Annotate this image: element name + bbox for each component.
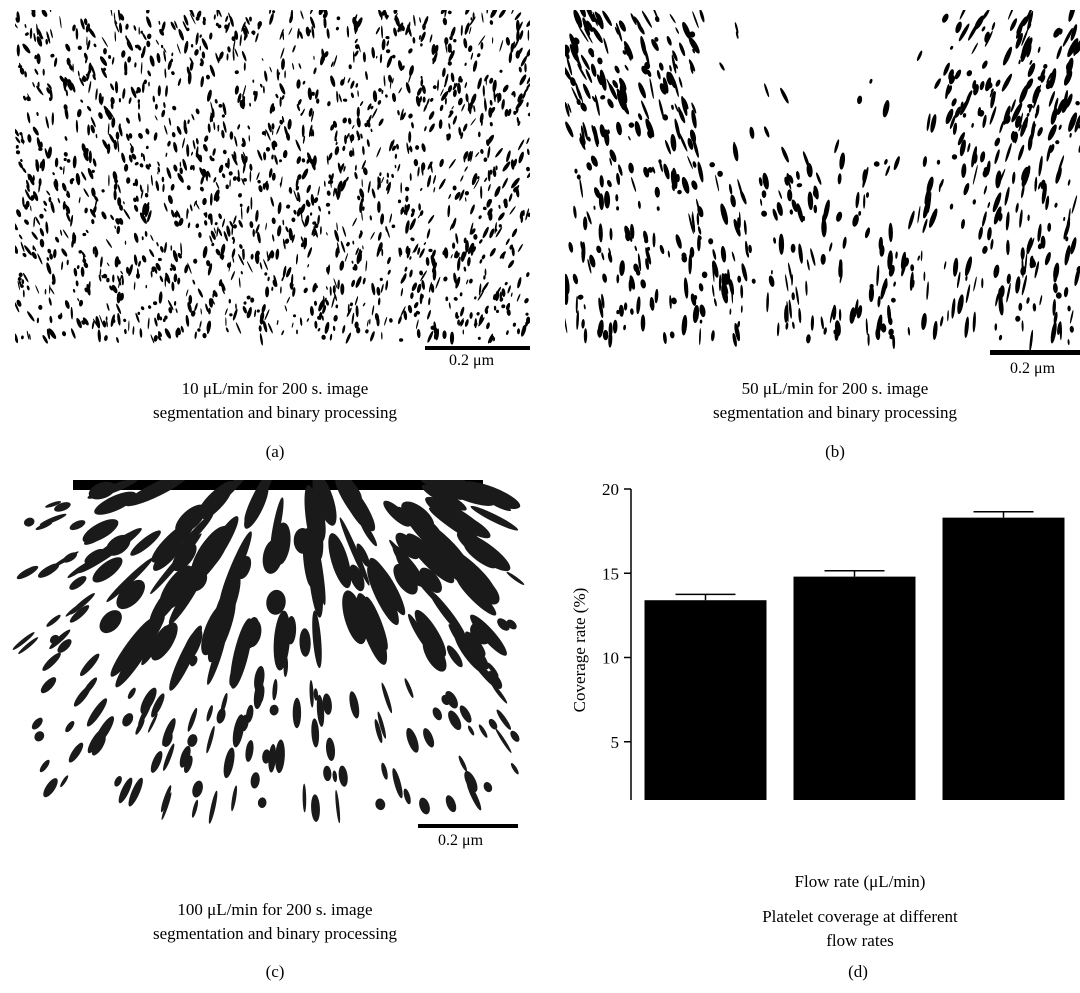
binary-image-b: [565, 10, 1080, 355]
speckle-texture-b: [565, 10, 1080, 352]
y-axis-title: Coverage rate (%): [570, 587, 589, 713]
y-tick-label: 10: [602, 649, 619, 668]
caption-d: Platelet coverage at different flow rate…: [650, 905, 1070, 953]
panel-letter-c: (c): [265, 962, 285, 981]
caption-a-line1: 10 μL/min for 200 s. image: [181, 379, 369, 398]
micrograph-a: [15, 10, 530, 350]
scale-label-b: 0.2 μm: [1010, 360, 1056, 377]
y-tick-label: 5: [611, 733, 620, 752]
scale-bar-b: [990, 350, 1080, 355]
x-axis-title: Flow rate (μL/min): [794, 872, 926, 891]
caption-c: 100 μL/min for 200 s. image segmentation…: [60, 898, 490, 946]
panel-letter-b: (b): [825, 442, 845, 461]
caption-c-line2: segmentation and binary processing: [152, 924, 398, 943]
scale-label-a: 0.2 μm: [449, 352, 495, 369]
bar-chart: 051015201050100: [560, 470, 1080, 860]
binary-image-c: [12, 480, 525, 828]
binary-image-a: [15, 10, 530, 350]
caption-b-line2: segmentation and binary processing: [712, 403, 958, 422]
bar: [942, 517, 1065, 826]
y-tick-label: 20: [602, 480, 619, 499]
caption-b-line1: 50 μL/min for 200 s. image: [741, 379, 929, 398]
micrograph-b: [565, 10, 1080, 355]
scale-bar-c: [418, 824, 518, 828]
bar: [644, 600, 767, 826]
caption-a-line2: segmentation and binary processing: [152, 403, 398, 422]
bar-chart-svg: 051015201050100: [602, 480, 1078, 860]
speckle-texture-a: [15, 10, 530, 346]
caption-d-line2: flow rates: [826, 931, 894, 950]
speckle-texture-c: [12, 480, 525, 824]
caption-a: 10 μL/min for 200 s. image segmentation …: [60, 377, 490, 425]
panel-letter-d: (d): [848, 962, 868, 981]
caption-d-line1: Platelet coverage at different: [762, 907, 958, 926]
micrograph-c: [8, 480, 533, 830]
bar: [793, 576, 916, 826]
scale-bar-a: [425, 346, 530, 350]
y-tick-label: 15: [602, 564, 619, 583]
panel-letter-a: (a): [265, 442, 285, 461]
scale-label-c: 0.2 μm: [438, 832, 484, 849]
caption-b: 50 μL/min for 200 s. image segmentation …: [620, 377, 1050, 425]
caption-c-line1: 100 μL/min for 200 s. image: [177, 900, 373, 919]
